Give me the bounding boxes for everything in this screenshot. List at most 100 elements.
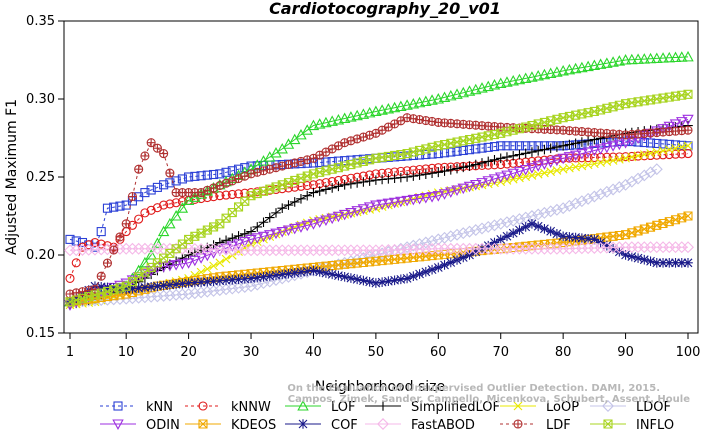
data-point (307, 219, 320, 230)
data-point (670, 215, 681, 225)
data-point (670, 149, 681, 159)
data-point (569, 197, 582, 210)
data-point (413, 96, 426, 108)
data-point (564, 139, 575, 150)
data-point (458, 145, 468, 156)
data-point (683, 89, 693, 99)
data-point (165, 248, 175, 258)
data-point (588, 190, 601, 203)
legend-marker (513, 401, 523, 411)
data-point (451, 185, 463, 197)
data-point (283, 183, 294, 193)
data-point (414, 170, 425, 180)
data-point (602, 240, 612, 251)
data-point (570, 138, 581, 149)
data-point (201, 250, 214, 262)
data-point (339, 272, 350, 282)
data-point (352, 178, 362, 188)
data-point (632, 53, 644, 64)
data-point (357, 108, 370, 119)
legend-item: LDOF (590, 400, 671, 415)
data-point (121, 219, 131, 229)
data-point (157, 225, 170, 237)
data-point (552, 228, 562, 239)
data-point (245, 234, 257, 246)
data-point (557, 242, 570, 255)
data-point (538, 206, 551, 219)
data-point (338, 112, 351, 124)
data-point (151, 290, 164, 303)
data-point (421, 169, 431, 179)
data-point (664, 217, 674, 227)
data-point (488, 219, 501, 232)
data-point (177, 278, 188, 289)
data-point (501, 170, 513, 182)
data-point (582, 147, 594, 158)
data-point (639, 224, 649, 234)
data-point (165, 199, 175, 209)
series-line (69, 93, 689, 303)
data-point (427, 149, 437, 159)
legend-label: LDOF (636, 400, 671, 415)
data-point (632, 172, 645, 185)
data-point (513, 73, 526, 85)
data-point (444, 230, 457, 243)
data-point (594, 188, 607, 201)
data-point (371, 278, 381, 288)
data-point (333, 181, 344, 192)
data-point (427, 264, 437, 275)
series-line (69, 117, 689, 295)
data-point (575, 242, 588, 255)
x-tick-label: 40 (305, 345, 322, 360)
data-point (408, 271, 419, 282)
data-point (494, 217, 507, 230)
data-point (159, 253, 169, 263)
data-point (550, 203, 563, 216)
data-point (358, 177, 369, 187)
data-point (577, 137, 587, 147)
data-point (127, 283, 138, 294)
data-point (470, 247, 481, 257)
data-point (464, 145, 475, 155)
data-point (277, 269, 288, 280)
data-point (445, 187, 457, 198)
data-point (558, 231, 568, 242)
data-point (526, 163, 538, 174)
data-point (664, 258, 675, 268)
data-point (82, 243, 95, 256)
data-point (439, 260, 450, 270)
x-tick-label: 90 (617, 345, 634, 360)
data-point (533, 145, 543, 156)
data-point (407, 194, 420, 206)
data-point (201, 285, 214, 298)
data-point (589, 234, 600, 245)
data-point (482, 176, 494, 187)
data-point (221, 190, 231, 200)
data-point (582, 60, 594, 72)
data-point (209, 192, 219, 202)
data-point (495, 77, 507, 88)
y-axis: 0.15 0.20 0.25 0.30 0.35 (26, 14, 64, 341)
y-tick-label: 0.35 (26, 14, 55, 29)
data-point (489, 237, 500, 248)
data-point (445, 165, 456, 175)
legend-item: kNN (100, 400, 173, 415)
data-point (182, 258, 195, 269)
data-point (682, 114, 694, 126)
data-point (533, 156, 543, 166)
data-point (420, 95, 432, 107)
data-point (458, 252, 469, 263)
data-point (533, 221, 543, 232)
data-point (539, 144, 550, 155)
data-point (251, 233, 263, 244)
credit-line-1: Campos, Zimek, Sander, Campello, Micenko… (288, 394, 690, 405)
data-point (257, 277, 270, 290)
data-point (109, 245, 119, 255)
data-point (102, 258, 113, 268)
data-point (489, 155, 500, 165)
data-point (183, 278, 194, 288)
data-point (626, 53, 638, 65)
data-point (258, 217, 269, 228)
data-point (514, 225, 525, 235)
data-point (583, 153, 593, 163)
